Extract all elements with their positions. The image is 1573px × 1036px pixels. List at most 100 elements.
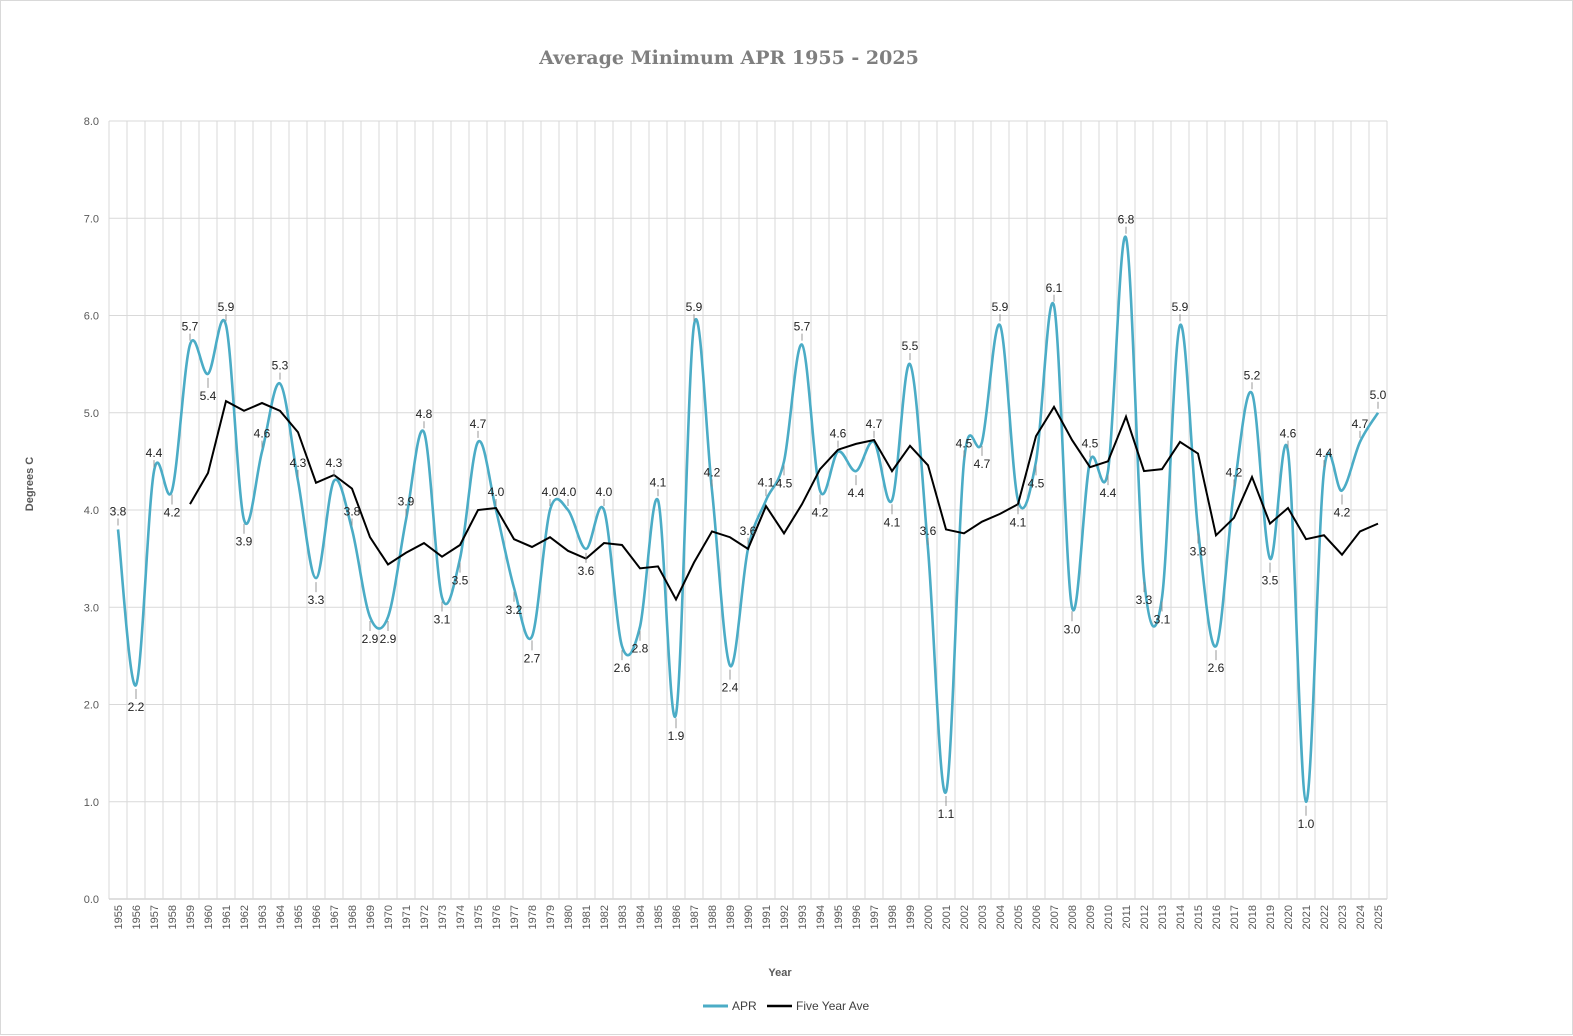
x-tick-label: 1974: [455, 905, 467, 929]
x-tick-label: 1983: [617, 905, 629, 929]
data-label-apr: 4.8: [416, 407, 433, 421]
x-tick-label: 1976: [491, 905, 503, 929]
data-label-apr: 4.0: [542, 485, 559, 499]
data-label-apr: 3.6: [920, 524, 937, 538]
data-label-apr: 2.9: [380, 632, 397, 646]
data-label-apr: 3.8: [110, 504, 127, 518]
x-tick-label: 1992: [779, 905, 791, 929]
data-label-apr: 3.6: [740, 524, 757, 538]
data-label-apr: 4.1: [650, 475, 667, 489]
data-labels: 3.8 2.2 4.4 4.2 5.7 5.4 5.9 3.9 4.6 5.3 4.3 3.3 4.3 3…: [110, 213, 1387, 831]
legend-label-five-year-ave: Five Year Ave: [796, 999, 869, 1013]
y-axis-title: Degrees C: [24, 457, 36, 511]
y-tick-label: 6.0: [84, 311, 99, 323]
data-label-apr: 4.6: [830, 427, 847, 441]
x-tick-label: 2007: [1049, 905, 1061, 929]
x-tick-label: 1994: [815, 905, 827, 929]
data-label-apr: 5.5: [902, 339, 919, 353]
data-label-apr: 2.9: [362, 632, 379, 646]
data-label-apr: 4.6: [1280, 427, 1297, 441]
data-label-apr: 4.0: [488, 485, 505, 499]
x-tick-label: 2017: [1229, 905, 1241, 929]
data-label-apr: 4.7: [1352, 417, 1369, 431]
x-tick-label: 1967: [329, 905, 341, 929]
x-tick-label: 1973: [437, 905, 449, 929]
gridlines: [108, 120, 1388, 900]
x-axis-title: Year: [768, 967, 792, 979]
x-tick-label: 2021: [1301, 905, 1313, 929]
data-label-apr: 5.2: [1244, 368, 1261, 382]
x-tick-label: 2005: [1013, 905, 1025, 929]
data-label-apr: 4.6: [254, 427, 271, 441]
data-label-apr: 4.4: [1316, 446, 1333, 460]
x-tick-label: 1998: [887, 905, 899, 929]
x-tick-label: 1958: [167, 905, 179, 929]
x-tick-label: 2013: [1157, 905, 1169, 929]
data-label-apr: 1.9: [668, 729, 685, 743]
x-tick-label: 1965: [293, 905, 305, 929]
y-tick-label: 8.0: [84, 116, 99, 128]
data-label-apr: 1.0: [1298, 817, 1315, 831]
data-label-apr: 4.4: [146, 446, 163, 460]
data-label-apr: 3.2: [506, 603, 523, 617]
x-tick-label: 2016: [1211, 905, 1223, 929]
x-tick-label: 1985: [653, 905, 665, 929]
data-label-apr: 5.9: [1172, 300, 1189, 314]
data-label-apr: 4.1: [1010, 515, 1027, 529]
x-tick-label: 1990: [743, 905, 755, 929]
x-tick-label: 1955: [113, 905, 125, 929]
y-tick-label: 0.0: [84, 894, 99, 906]
y-tick-label: 4.0: [84, 505, 99, 517]
x-tick-label: 1988: [707, 905, 719, 929]
x-tick-label: 2009: [1085, 905, 1097, 929]
y-tick-label: 2.0: [84, 700, 99, 712]
data-label-apr: 4.2: [1226, 466, 1243, 480]
x-tick-label: 2022: [1319, 905, 1331, 929]
data-label-apr: 4.5: [776, 476, 793, 490]
x-tick-label: 1960: [203, 905, 215, 929]
x-tick-label: 1979: [545, 905, 557, 929]
x-tick-label: 1980: [563, 905, 575, 929]
data-label-apr: 3.9: [398, 495, 415, 509]
data-label-apr: 3.8: [344, 504, 361, 518]
x-tick-label: 1957: [149, 905, 161, 929]
x-tick-label: 1970: [383, 905, 395, 929]
x-tick-label: 1987: [689, 905, 701, 929]
data-label-apr: 3.1: [434, 613, 451, 627]
x-tick-label: 2014: [1175, 905, 1187, 929]
x-tick-label: 1986: [671, 905, 683, 929]
x-tick-label: 2023: [1337, 905, 1349, 929]
y-axis-ticks: 0.0 1.0 2.0 3.0 4.0 5.0 6.0 7.0 8.0: [84, 116, 99, 906]
data-label-apr: 4.0: [560, 485, 577, 499]
data-label-apr: 6.1: [1046, 281, 1063, 295]
x-tick-label: 2024: [1355, 905, 1367, 929]
data-label-apr: 3.6: [578, 564, 595, 578]
x-tick-label: 2002: [959, 905, 971, 929]
x-tick-label: 1995: [833, 905, 845, 929]
data-label-apr: 4.5: [956, 436, 973, 450]
x-tick-label: 2000: [923, 905, 935, 929]
x-tick-label: 1966: [311, 905, 323, 929]
data-label-apr: 4.2: [1334, 506, 1351, 520]
x-tick-label: 1981: [581, 905, 593, 929]
data-label-apr: 4.2: [164, 506, 181, 520]
x-tick-label: 1972: [419, 905, 431, 929]
data-label-apr: 2.8: [632, 642, 649, 656]
data-label-apr: 3.9: [236, 535, 253, 549]
x-tick-label: 2025: [1373, 905, 1385, 929]
data-label-apr: 2.7: [524, 651, 541, 665]
x-tick-label: 2004: [995, 905, 1007, 929]
x-axis-ticks: 1955 1956 1957 1958 1959 1960 1961 1962 1963 1964…: [113, 905, 1385, 929]
x-tick-label: 1993: [797, 905, 809, 929]
data-label-apr: 4.4: [1100, 486, 1117, 500]
data-label-apr: 5.9: [686, 300, 703, 314]
data-label-apr: 4.0: [596, 485, 613, 499]
data-label-apr: 2.2: [128, 700, 145, 714]
x-tick-label: 1964: [275, 905, 287, 929]
x-tick-label: 1969: [365, 905, 377, 929]
x-tick-label: 1975: [473, 905, 485, 929]
x-tick-label: 2019: [1265, 905, 1277, 929]
x-tick-label: 2018: [1247, 905, 1259, 929]
x-tick-label: 2006: [1031, 905, 1043, 929]
